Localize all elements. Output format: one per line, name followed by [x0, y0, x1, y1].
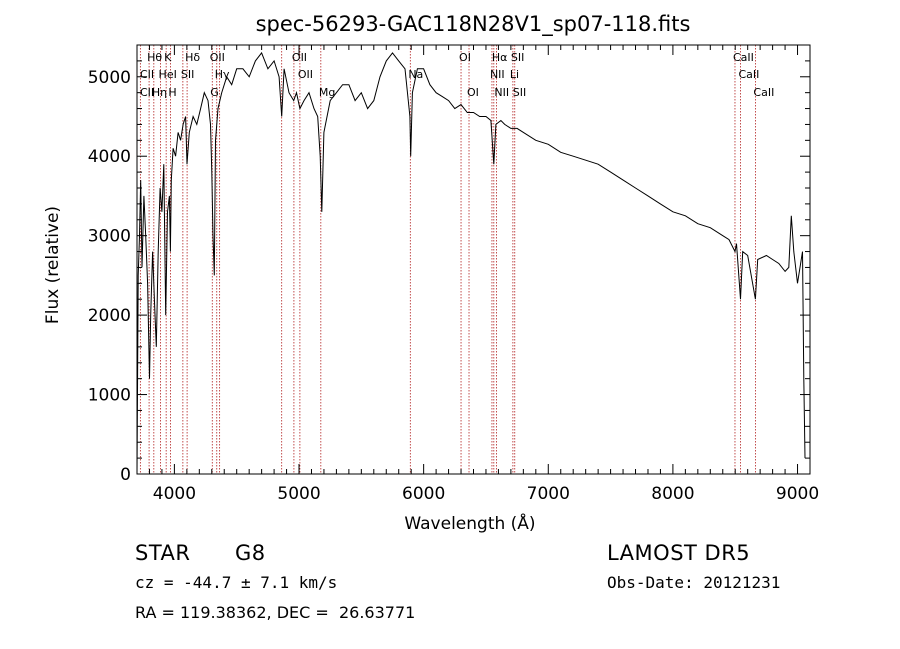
- y-tick-label: 4000: [88, 147, 131, 167]
- line-annotation: CII: [140, 68, 154, 81]
- x-tick-label: 7000: [527, 484, 570, 504]
- line-markers: [139, 45, 756, 474]
- line-annotation: G: [210, 86, 219, 99]
- line-annotation: CaII: [733, 51, 754, 64]
- line-annotation: OI: [467, 86, 479, 99]
- tick-labels: 4000 5000 6000 7000 8000 9000 0 1000 2000 3000 400…: [88, 68, 819, 504]
- line-annotation: OI: [459, 51, 471, 64]
- line-annotation: H: [168, 86, 176, 99]
- redshift: cz = -44.7 ± 7.1 km/s: [135, 573, 338, 592]
- line-annotation: OII: [292, 51, 307, 64]
- survey-name: LAMOST DR5: [607, 541, 751, 565]
- y-tick-label: 1000: [88, 386, 131, 406]
- line-annotation: NII: [494, 86, 509, 99]
- ticks: [137, 44, 810, 475]
- y-tick-label: 0: [120, 465, 131, 485]
- line-annotation: CII: [140, 86, 154, 99]
- x-tick-label: 8000: [651, 484, 694, 504]
- x-tick-label: 4000: [153, 484, 196, 504]
- obs-date: Obs-Date: 20121231: [607, 573, 781, 592]
- line-annotation: OII: [298, 68, 313, 81]
- object-class: STAR: [135, 541, 191, 565]
- line-annotation: K: [164, 51, 172, 64]
- line-annotation: HeI: [159, 68, 177, 81]
- y-tick-label: 5000: [88, 68, 131, 88]
- line-annotation: SII: [181, 68, 194, 81]
- line-annotation: Hη: [152, 86, 167, 99]
- line-annotation: NII: [490, 68, 505, 81]
- line-annotation: SII: [511, 51, 524, 64]
- plot-frame: [136, 44, 811, 475]
- x-tick-label: 5000: [277, 484, 320, 504]
- line-annotation: Mg: [319, 86, 335, 99]
- line-annotation: SII: [513, 86, 526, 99]
- line-annotation: OII: [210, 51, 225, 64]
- x-tick-label: 6000: [402, 484, 445, 504]
- x-axis-label: Wavelength (Å): [404, 512, 535, 534]
- spectrum-line: [136, 51, 806, 475]
- line-annotation: CaII: [738, 68, 759, 81]
- y-axis-label: Flux (relative): [43, 206, 63, 324]
- subclass: G8: [235, 541, 266, 565]
- y-tick-label: 2000: [88, 306, 131, 326]
- spectrum-series: [136, 51, 806, 475]
- line-annotation: CaII: [753, 86, 774, 99]
- line-annotation: Li: [510, 68, 519, 81]
- line-annotation: Hγ: [215, 68, 230, 81]
- chart-title: spec-56293-GAC118N28V1_sp07-118.fits: [256, 12, 691, 37]
- line-annotation: Hδ: [185, 51, 200, 64]
- x-tick-label: 9000: [776, 484, 819, 504]
- line-annotation: Hα: [492, 51, 508, 64]
- line-annotation: Na: [408, 68, 423, 81]
- line-annotation: Hθ: [147, 51, 162, 64]
- y-tick-label: 3000: [88, 227, 131, 247]
- coordinates: RA = 119.38362, DEC = 26.63771: [135, 603, 416, 622]
